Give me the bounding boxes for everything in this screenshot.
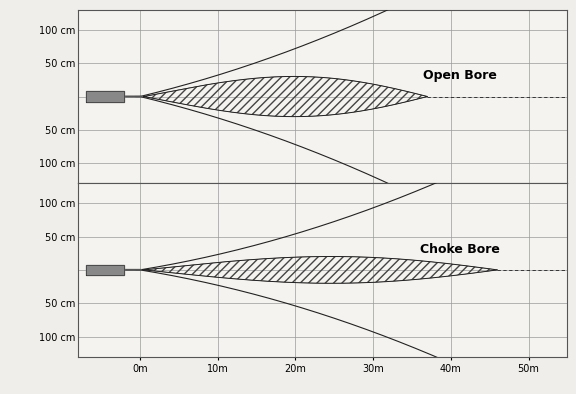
Text: Open Bore: Open Bore [423,69,497,82]
Polygon shape [85,264,124,275]
Text: Choke Bore: Choke Bore [420,243,499,256]
Polygon shape [85,91,124,102]
